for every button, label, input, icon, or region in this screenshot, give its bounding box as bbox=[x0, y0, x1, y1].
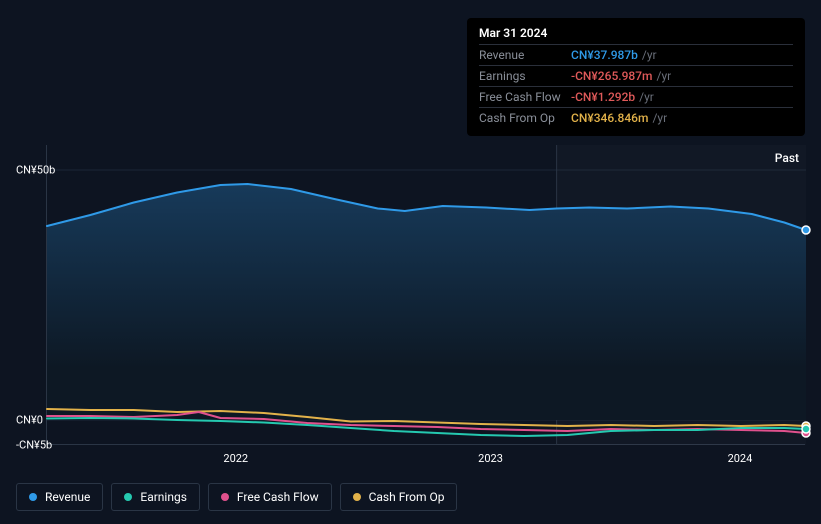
tooltip-label: Revenue bbox=[479, 48, 571, 62]
legend-item-free-cash-flow[interactable]: Free Cash Flow bbox=[208, 483, 332, 511]
x-axis-ticks: 2022 2023 2024 bbox=[46, 452, 805, 468]
tooltip-label: Cash From Op bbox=[479, 111, 571, 125]
tooltip-suffix: /yr bbox=[642, 48, 657, 62]
x-tick-label: 2023 bbox=[478, 452, 503, 465]
tooltip-row-revenue: Revenue CN¥37.987b /yr bbox=[479, 44, 793, 65]
y-tick-label: CN¥0 bbox=[16, 414, 43, 427]
past-label: Past bbox=[775, 151, 799, 165]
tooltip-label: Free Cash Flow bbox=[479, 90, 571, 104]
legend-item-earnings[interactable]: Earnings bbox=[111, 483, 200, 511]
legend-swatch-icon bbox=[353, 493, 361, 501]
chart-tooltip: Mar 31 2024 Revenue CN¥37.987b /yr Earni… bbox=[467, 18, 805, 136]
end-marker-revenue bbox=[802, 226, 810, 234]
area-revenue bbox=[47, 184, 806, 420]
chart-svg bbox=[47, 145, 806, 445]
plot-area[interactable]: Past bbox=[46, 145, 805, 445]
tooltip-row-fcf: Free Cash Flow -CN¥1.292b /yr bbox=[479, 86, 793, 107]
legend-swatch-icon bbox=[221, 493, 229, 501]
tooltip-value: -CN¥1.292b bbox=[571, 90, 635, 104]
legend-swatch-icon bbox=[124, 493, 132, 501]
x-tick-label: 2022 bbox=[223, 452, 248, 465]
tooltip-value: CN¥346.846m bbox=[571, 111, 648, 125]
tooltip-suffix: /yr bbox=[657, 69, 672, 83]
tooltip-date: Mar 31 2024 bbox=[479, 26, 793, 44]
tooltip-value: -CN¥265.987m bbox=[571, 69, 653, 83]
x-tick-label: 2024 bbox=[728, 452, 753, 465]
legend-label: Earnings bbox=[140, 490, 187, 504]
tooltip-suffix: /yr bbox=[639, 90, 654, 104]
tooltip-row-earnings: Earnings -CN¥265.987m /yr bbox=[479, 65, 793, 86]
tooltip-suffix: /yr bbox=[652, 111, 667, 125]
chart-legend: Revenue Earnings Free Cash Flow Cash From O… bbox=[16, 483, 457, 511]
end-marker-earnings bbox=[802, 425, 810, 433]
legend-swatch-icon bbox=[29, 493, 37, 501]
tooltip-label: Earnings bbox=[479, 69, 571, 83]
y-tick-label: CN¥50b bbox=[16, 164, 55, 177]
chart-container: Past CN¥50bCN¥0-CN¥5b bbox=[16, 145, 805, 445]
tooltip-row-cfo: Cash From Op CN¥346.846m /yr bbox=[479, 107, 793, 128]
legend-item-revenue[interactable]: Revenue bbox=[16, 483, 103, 511]
y-tick-label: -CN¥5b bbox=[16, 439, 52, 452]
tooltip-value: CN¥37.987b bbox=[571, 48, 638, 62]
legend-item-cash-from-op[interactable]: Cash From Op bbox=[340, 483, 458, 511]
legend-label: Free Cash Flow bbox=[237, 490, 319, 504]
legend-label: Revenue bbox=[45, 490, 90, 504]
legend-label: Cash From Op bbox=[369, 490, 445, 504]
